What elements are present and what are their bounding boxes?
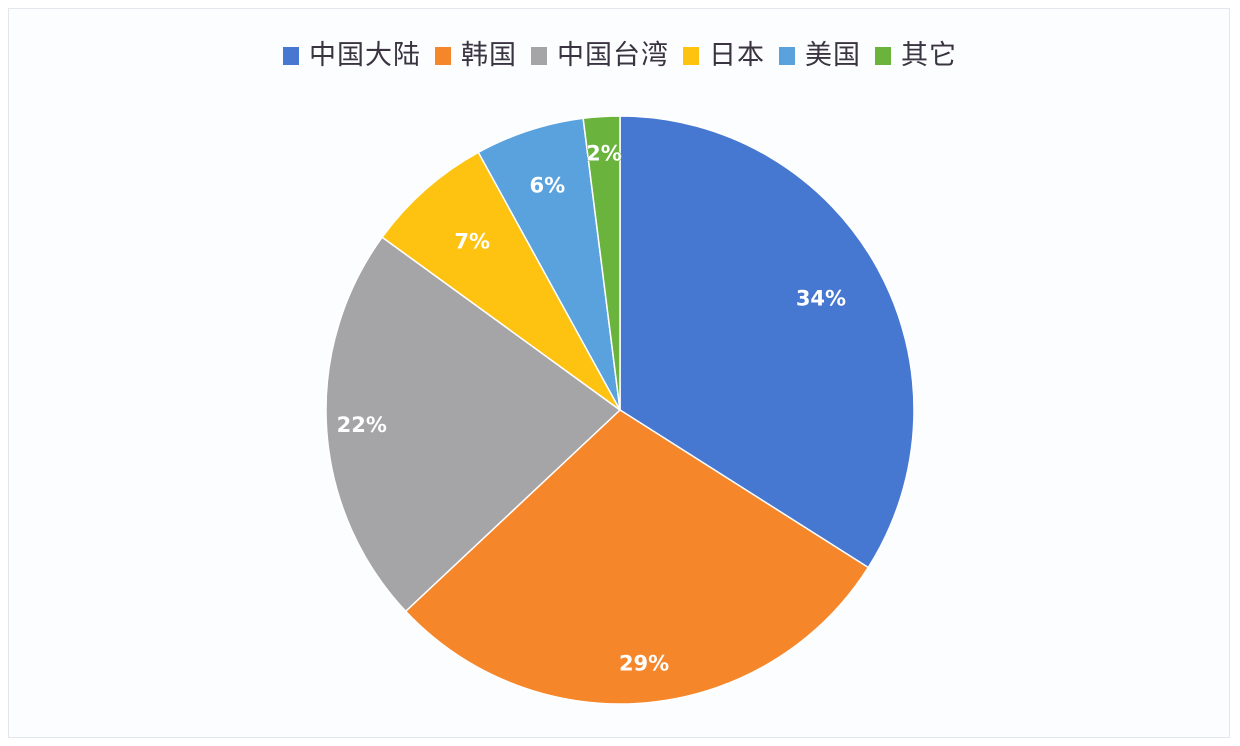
legend-label: 美国 [805, 40, 861, 71]
legend-item-china-mainland: 中国大陆 [283, 38, 421, 74]
legend-swatch-icon [531, 47, 547, 65]
pie-slice-japan [381, 151, 621, 411]
pie-slice-korea [404, 409, 870, 705]
pie-slice-other [582, 115, 621, 411]
legend-swatch-icon [283, 47, 299, 65]
legend-item-korea: 韩国 [435, 38, 517, 74]
legend-label: 中国台湾 [557, 40, 669, 71]
legend-item-taiwan: 中国台湾 [531, 38, 669, 74]
slice-label-usa: 6% [529, 173, 565, 197]
legend-label: 中国大陆 [309, 40, 421, 71]
pie-slice-taiwan [325, 236, 622, 613]
legend-swatch-icon [683, 47, 699, 65]
legend-label: 韩国 [461, 40, 517, 71]
legend-swatch-icon [779, 47, 795, 65]
slice-label-china-mainland: 34% [796, 287, 846, 311]
slice-label-other: 2% [586, 142, 622, 166]
slice-label-korea: 29% [619, 652, 669, 676]
chart-legend: 中国大陆 韩国 中国台湾 日本 美国 其它 [0, 38, 1240, 74]
legend-item-other: 其它 [875, 38, 957, 74]
legend-label: 日本 [709, 40, 765, 71]
legend-item-japan: 日本 [683, 38, 765, 74]
slice-label-taiwan: 22% [337, 413, 387, 437]
legend-item-usa: 美国 [779, 38, 861, 74]
pie-labels: 34% 29% 22% 7% 6% 2% [336, 141, 846, 676]
legend-swatch-icon [435, 47, 451, 65]
legend-label: 其它 [901, 40, 957, 71]
pie-slice-china-mainland [619, 115, 915, 569]
pie-slices [325, 115, 915, 705]
legend-swatch-icon [875, 47, 891, 65]
slice-label-japan: 7% [454, 229, 490, 253]
